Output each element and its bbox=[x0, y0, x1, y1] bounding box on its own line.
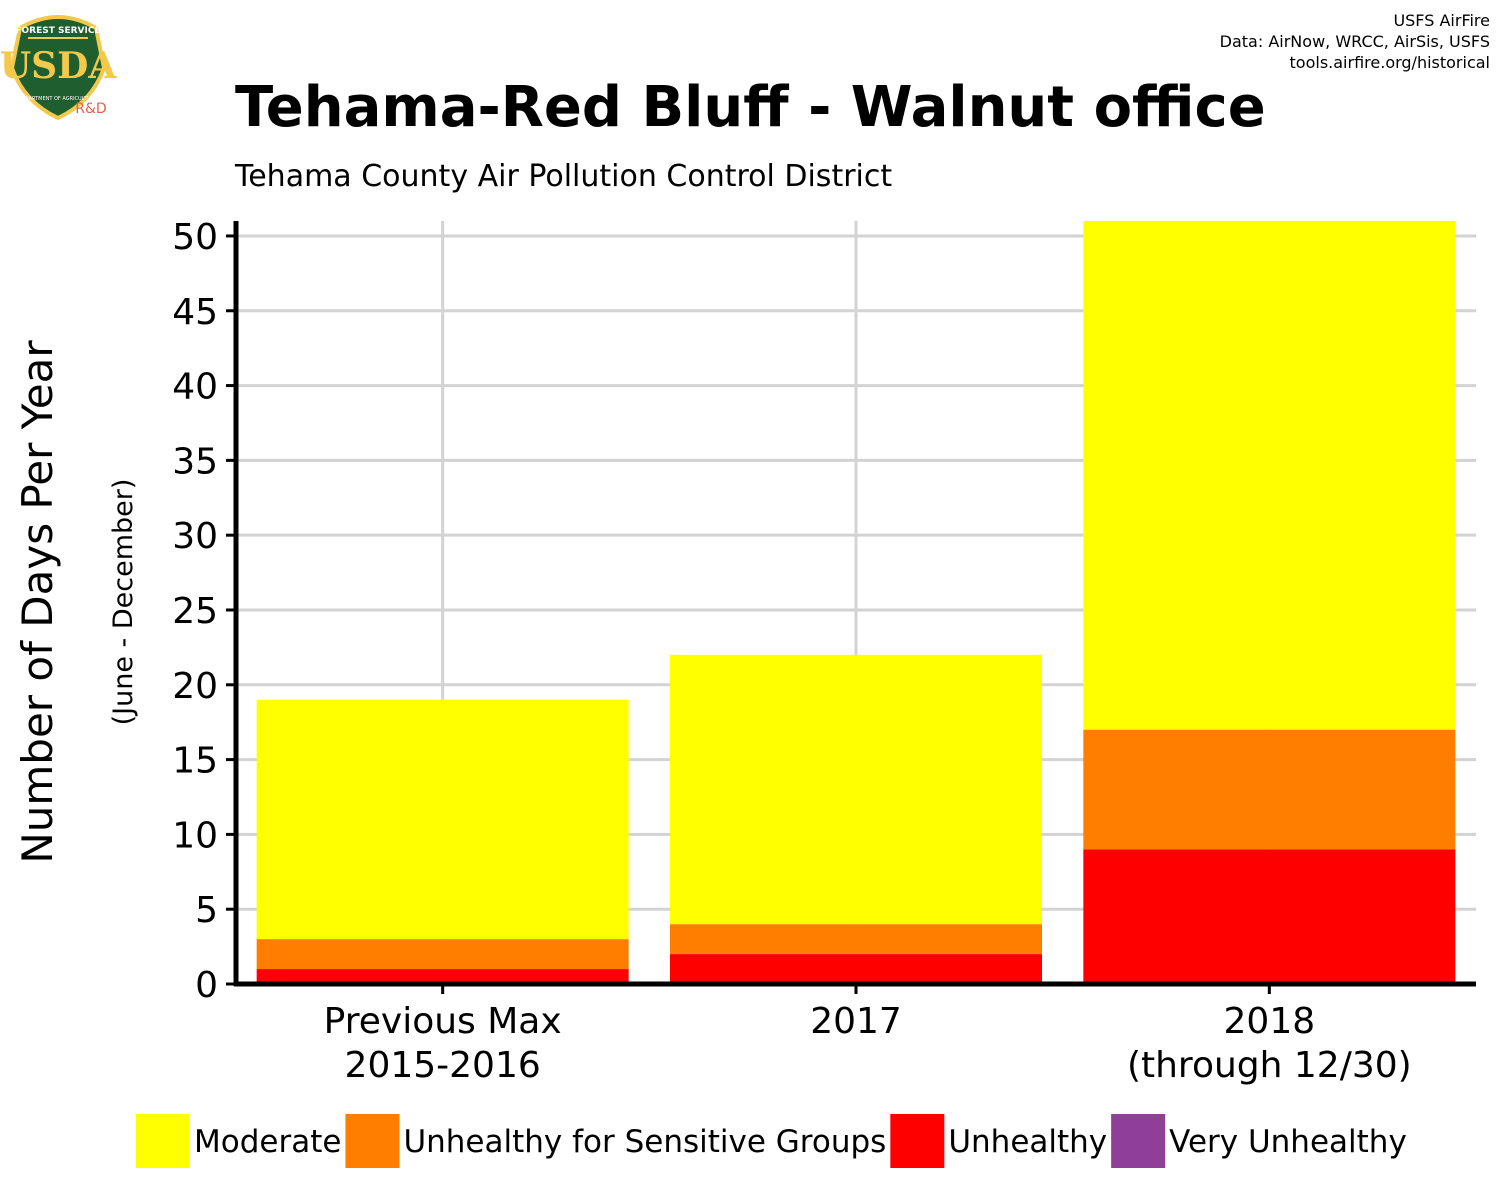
y-tick-label: 15 bbox=[172, 741, 218, 782]
logo-tag: R&D bbox=[75, 101, 106, 117]
x-tick-label: (through 12/30) bbox=[1127, 1045, 1412, 1086]
bar-segment-moderate bbox=[1083, 221, 1456, 730]
legend-label: Unhealthy for Sensitive Groups bbox=[403, 1124, 886, 1160]
x-tick-label: 2017 bbox=[810, 1001, 902, 1042]
y-tick-label: 35 bbox=[172, 441, 218, 482]
bar-segment-unhealthy bbox=[256, 969, 629, 984]
y-tick-labels: 0 5 10 15 20 25 30 35 40 45 50 bbox=[172, 217, 218, 1006]
x-tick-label: 2015-2016 bbox=[345, 1045, 541, 1086]
bar-segment-moderate bbox=[670, 654, 1042, 925]
credit-line-3: tools.airfire.org/historical bbox=[1290, 53, 1490, 72]
legend-label: Moderate bbox=[194, 1124, 341, 1160]
y-tick-label: 0 bbox=[195, 965, 218, 1006]
legend-label: Very Unhealthy bbox=[1169, 1124, 1407, 1160]
y-axis-subtitle: (June - December) bbox=[108, 479, 139, 726]
y-tick-label: 20 bbox=[172, 666, 218, 707]
y-tick-label: 45 bbox=[172, 292, 218, 333]
legend: Moderate Unhealthy for Sensitive Groups Un… bbox=[136, 1114, 1407, 1168]
legend-swatch bbox=[1111, 1114, 1166, 1168]
axes bbox=[226, 221, 1476, 994]
logo-mark: USDA bbox=[0, 45, 117, 87]
credit-line-1: USFS AirFire bbox=[1393, 11, 1490, 30]
logo-top-text: FOREST SERVICE bbox=[15, 26, 100, 36]
y-tick-label: 40 bbox=[172, 367, 218, 408]
legend-swatch bbox=[136, 1114, 190, 1168]
bar-segment-unhealthy-for-sensitive-groups bbox=[670, 924, 1042, 955]
x-tick-label: 2018 bbox=[1224, 1001, 1316, 1042]
y-tick-label: 10 bbox=[172, 815, 218, 856]
usfs-logo: FOREST SERVICE USDA DEPARTMENT OF AGRICU… bbox=[0, 15, 117, 121]
legend-label: Unhealthy bbox=[948, 1124, 1107, 1160]
bar-segment-unhealthy bbox=[1083, 849, 1456, 984]
y-tick-label: 30 bbox=[172, 516, 218, 557]
legend-swatch bbox=[890, 1114, 945, 1168]
y-tick-label: 50 bbox=[172, 217, 218, 258]
bar-segment-unhealthy-for-sensitive-groups bbox=[256, 939, 629, 970]
chart-title: Tehama-Red Bluff - Walnut office bbox=[235, 75, 1266, 140]
legend-swatch bbox=[345, 1114, 400, 1168]
bar-segment-unhealthy bbox=[670, 954, 1042, 984]
x-tick-label: Previous Max bbox=[324, 1001, 562, 1042]
chart-subtitle: Tehama County Air Pollution Control Dist… bbox=[234, 159, 892, 194]
bar-segment-moderate bbox=[256, 699, 629, 940]
bar-segment-unhealthy-for-sensitive-groups bbox=[1083, 729, 1456, 850]
logo-bottom-text: DEPARTMENT OF AGRICULTURE bbox=[19, 96, 97, 102]
y-axis-title: Number of Days Per Year bbox=[13, 340, 62, 864]
y-tick-label: 25 bbox=[172, 591, 218, 632]
credit-line-2: Data: AirNow, WRCC, AirSis, USFS bbox=[1220, 32, 1490, 51]
bars bbox=[256, 221, 1456, 984]
y-tick-label: 5 bbox=[195, 890, 218, 931]
